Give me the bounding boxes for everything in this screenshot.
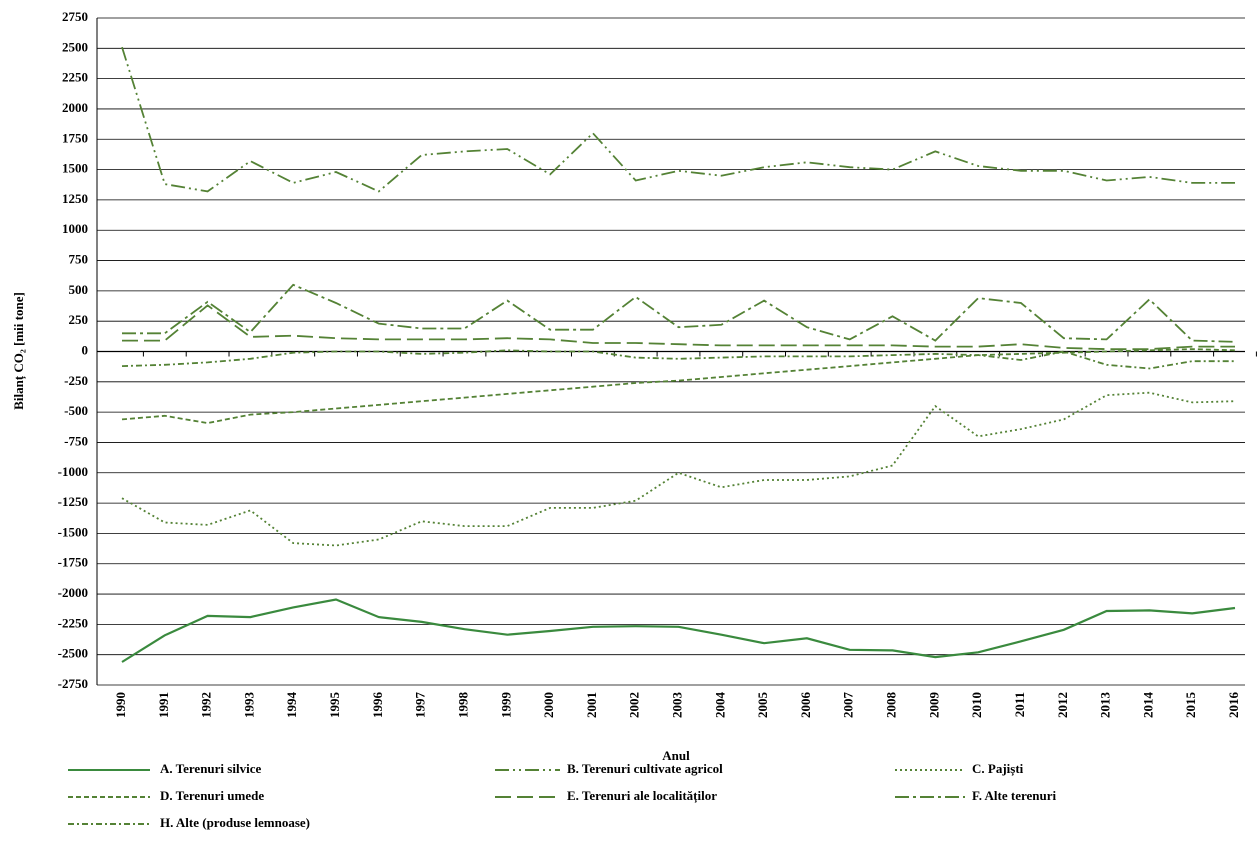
y-tick-label: 750 (69, 252, 89, 267)
x-tick-label: 1999 (498, 692, 513, 719)
series-line (121, 46, 1235, 193)
series-line (121, 598, 1236, 663)
series-line (121, 348, 1236, 425)
x-tick-label: 2001 (584, 692, 599, 718)
y-tick-label: -250 (64, 373, 88, 388)
y-tick-label: 1000 (62, 221, 88, 236)
y-tick-label: 1250 (62, 191, 88, 206)
legend-label: C. Pajiști (972, 761, 1024, 777)
x-tick-label: 1995 (327, 692, 342, 719)
x-tick-label: 2000 (541, 692, 556, 718)
series-line (121, 349, 1235, 370)
x-tick-label: 2002 (627, 692, 642, 718)
legend-label: E. Terenuri ale localităților (567, 788, 717, 804)
y-tick-label: -750 (64, 433, 88, 448)
y-tick-label: -1500 (58, 524, 88, 539)
x-tick-label: 1993 (241, 692, 256, 719)
y-tick-label: -500 (64, 403, 88, 418)
x-tick-label: 2013 (1098, 692, 1113, 719)
x-tick-label: 2007 (841, 692, 856, 719)
legend-label: A. Terenuri silvice (160, 761, 261, 776)
y-tick-label: 2000 (62, 100, 88, 115)
x-tick-label: 2008 (884, 692, 899, 719)
y-tick-label: 500 (69, 282, 89, 297)
x-tick-label: 1991 (156, 692, 171, 718)
x-tick-label: 1998 (455, 692, 470, 719)
x-tick-label: 2011 (1012, 692, 1027, 717)
series-line (122, 283, 1236, 343)
x-tick-label: 2009 (926, 692, 941, 719)
y-tick-label: 1750 (62, 130, 88, 145)
x-tick-label: 2006 (798, 692, 813, 719)
y-tick-label: -1250 (58, 494, 88, 509)
y-tick-label: -1750 (58, 555, 88, 570)
y-tick-label: 0 (82, 342, 89, 357)
x-tick-label: 2014 (1140, 692, 1155, 719)
y-axis-title: Bilanț CO₂ [mii tone] (11, 292, 27, 410)
x-tick-label: 2003 (669, 692, 684, 719)
y-tick-label: 2250 (62, 70, 88, 85)
x-tick-label: 2012 (1055, 692, 1070, 718)
series-line (121, 391, 1236, 547)
y-tick-label: -2750 (58, 676, 88, 691)
y-tick-label: -1000 (58, 464, 88, 479)
y-tick-label: -2500 (58, 646, 88, 661)
legend-label: F. Alte terenuri (972, 788, 1057, 803)
x-tick-label: 2010 (969, 692, 984, 718)
legend-label: B. Terenuri cultivate agricol (567, 761, 723, 776)
x-tick-label: 2015 (1183, 692, 1198, 719)
y-tick-label: 1500 (62, 161, 88, 176)
x-axis-title: Anul (662, 748, 690, 763)
x-tick-label: 2016 (1226, 692, 1241, 719)
series-line (122, 304, 1235, 350)
x-tick-label: 1997 (413, 692, 428, 719)
x-tick-label: 2005 (755, 692, 770, 719)
x-tick-label: 1990 (113, 692, 128, 718)
y-tick-label: -2250 (58, 615, 88, 630)
y-tick-label: -2000 (58, 585, 88, 600)
x-tick-label: 1996 (370, 692, 385, 719)
y-tick-label: 250 (69, 312, 89, 327)
x-tick-label: 2004 (712, 692, 727, 719)
x-tick-label: 1992 (199, 692, 214, 718)
y-tick-label: 2500 (62, 39, 88, 54)
legend-label: D. Terenuri umede (160, 788, 264, 803)
x-tick-label: 1994 (284, 692, 299, 719)
legend-label: H. Alte (produse lemnoase) (160, 815, 310, 830)
y-tick-label: 2750 (62, 9, 88, 24)
